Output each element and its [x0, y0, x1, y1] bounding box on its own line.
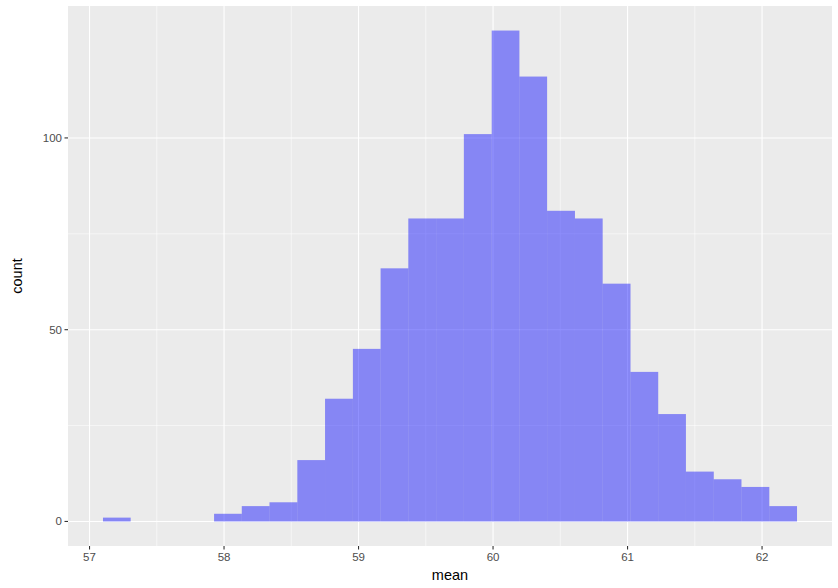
histogram-bar [519, 77, 547, 522]
axes: 57 58 59 60 61 62 0 50 100 [43, 132, 769, 563]
y-tick-label: 0 [56, 515, 62, 527]
histogram-bar [603, 284, 631, 522]
histogram-bar [547, 211, 575, 522]
x-tick-label: 60 [487, 551, 500, 563]
histogram-bar [325, 399, 353, 522]
x-tick-label: 59 [352, 551, 365, 563]
histogram-bar [103, 518, 131, 522]
bars [103, 31, 797, 522]
tick-mark [358, 546, 359, 550]
x-tick-label: 61 [621, 551, 634, 563]
histogram-bar [159, 521, 187, 522]
grid [68, 6, 832, 546]
histogram-bar [658, 414, 686, 521]
grid-line [68, 137, 832, 138]
minor-grid-line [156, 6, 157, 546]
histogram-bar [353, 349, 381, 522]
chart: 57 58 59 60 61 62 0 50 100 mean count [0, 0, 838, 588]
tick-mark [762, 546, 763, 550]
tick-mark [65, 521, 69, 522]
histogram-bar [214, 514, 242, 522]
plot-background [68, 6, 832, 546]
y-tick-label: 100 [43, 132, 62, 144]
histogram-bar [269, 502, 297, 521]
chart-container: 57 58 59 60 61 62 0 50 100 mean count [0, 0, 838, 588]
tick-mark [65, 137, 69, 138]
minor-grid-line [694, 6, 695, 546]
histogram-bar [631, 372, 659, 522]
histogram-bar [741, 487, 769, 522]
tick-mark [223, 546, 224, 550]
histogram-bar [297, 460, 325, 521]
x-tick-label: 58 [218, 551, 231, 563]
tick-mark [65, 329, 69, 330]
grid-line [223, 6, 224, 546]
y-tick-label: 50 [49, 324, 62, 336]
histogram-bar [464, 134, 492, 521]
histogram-bar [186, 521, 214, 522]
histogram-bar [408, 218, 436, 521]
histogram-bar [492, 31, 520, 522]
minor-grid-line [291, 6, 292, 546]
y-axis-title: count [9, 258, 25, 293]
tick-mark [492, 546, 493, 550]
histogram-bar [242, 506, 270, 521]
grid-line [762, 6, 763, 546]
histogram-bar [714, 479, 742, 521]
x-tick-label: 62 [756, 551, 769, 563]
tick-mark [627, 546, 628, 550]
histogram-bar [769, 506, 797, 521]
histogram-bar [131, 521, 159, 522]
histogram-bar [381, 268, 409, 521]
histogram-bar [436, 218, 464, 521]
x-axis-title: mean [432, 567, 468, 583]
grid-line [89, 6, 90, 546]
histogram-bar [575, 218, 603, 521]
x-tick-label: 57 [83, 551, 96, 563]
histogram-bar [686, 472, 714, 522]
tick-mark [89, 546, 90, 550]
